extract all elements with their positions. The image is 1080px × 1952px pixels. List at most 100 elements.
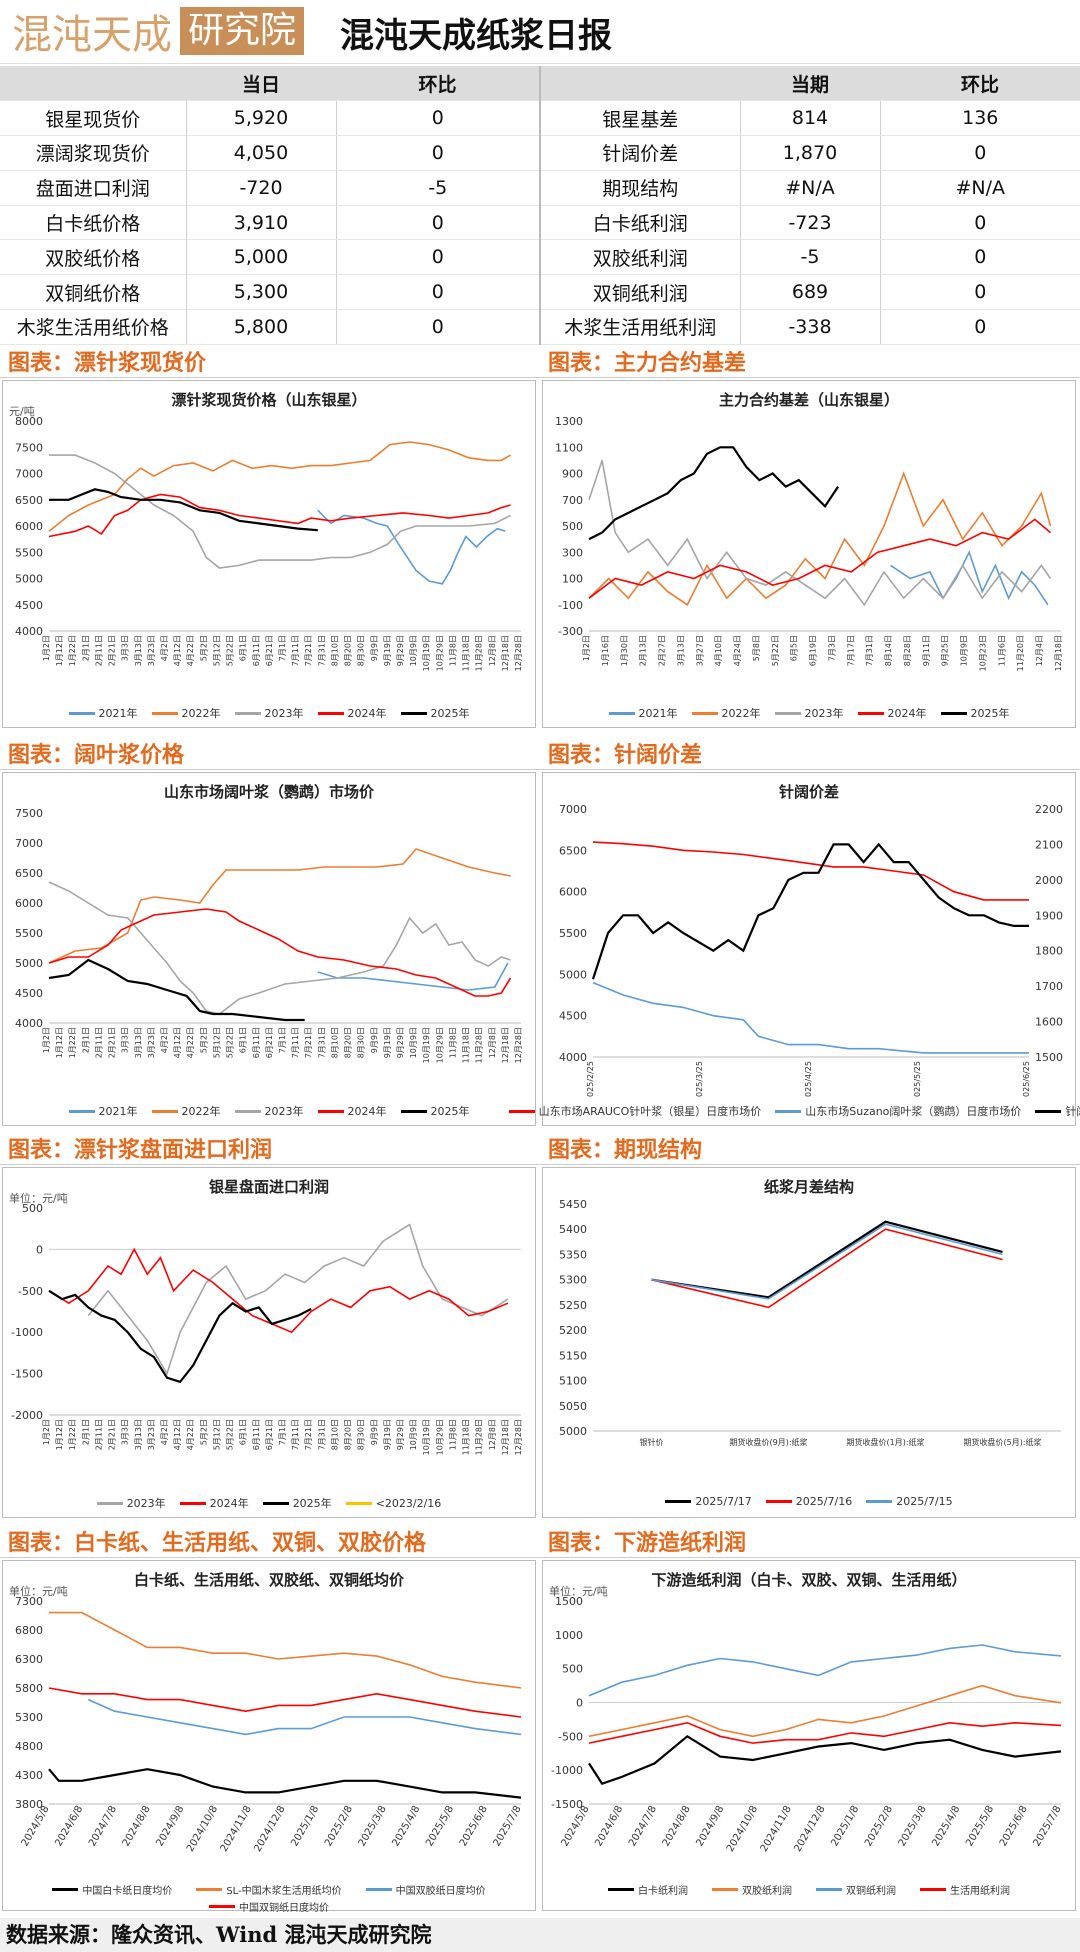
legend-swatch [608,711,635,715]
x-tick-label: 3月3日 [121,1027,130,1053]
x-tick-label: 3月13日 [134,635,143,666]
y-tick-label: -500 [558,1730,583,1743]
y-tick-label: 4000 [559,1051,587,1064]
row-label: 漂阔浆现货价 [0,135,187,171]
x-tick-label: 9月19日 [383,635,392,666]
footer-source: 数据来源：隆众资讯、Wind 混沌天成研究院 [0,1918,1080,1952]
x-tick-label: 7月17日 [846,635,855,666]
legend-swatch [508,1109,535,1113]
x-tick-label: 11月18日 [462,1027,471,1063]
y-tick-label: 7500 [15,807,43,820]
chart-title: 漂针浆现货价格（山东银星） [171,391,367,409]
row-label: 期现结构 [540,170,741,206]
y-tick-label: 6000 [15,897,43,910]
y-tick-label: 6500 [15,867,43,880]
x-tick-label: 10月9日 [409,1419,418,1450]
x-tick-label: 1月2日 [42,1419,51,1445]
series-line [588,1734,1062,1786]
x-tick-label: 2025/1/8 [289,1804,321,1848]
x-tick-label: 9月29日 [396,1027,405,1058]
x-tick-label: 9月29日 [396,1419,405,1450]
legend-label: 2022年 [181,1105,221,1118]
legend-label: 2024年 [887,707,927,720]
legend: 2021年 2022年 2023年 2024年 2025年 [543,705,1075,721]
x-tick-label: 6月21日 [265,1027,274,1058]
x-tick-label: 7月21日 [304,635,313,666]
legend-swatch [234,711,261,715]
x-tick-label: 1月2日 [42,635,51,661]
x-tick-label: 6月21日 [265,1419,274,1450]
header-left-change: 环比 [336,66,541,102]
x-tick-label: 2月21日 [108,1419,117,1450]
y-tick-label: 5350 [559,1248,587,1261]
legend-swatch [712,1888,738,1891]
summary-table: 当日 环比 当期 环比 银星现货价 5,920 0 银星基差 814 136 漂阔浆现货价 4… [0,66,1080,345]
chart-title: 白卡纸、生活用纸、双胶纸、双铜纸均价 [133,1571,404,1589]
x-tick-label: 6月1日 [239,635,248,661]
series-line [49,454,511,569]
legend-item: 生活用纸利润 [920,1882,1010,1897]
x-tick-label: 7月1日 [278,635,287,661]
x-tick-label: 3月27日 [695,635,704,666]
legend-swatch [317,711,344,715]
unit-label: 元/吨 [9,405,35,418]
series-line [87,1223,509,1376]
chart-svg: 5000 5050 5100 5150 5200 5250 5300 5350 5400 5450… [559,1198,1061,1447]
x-tick-label: 3月3日 [121,1419,130,1445]
legend-label: SL-中国木浆生活用纸均价 [226,1886,342,1897]
y-tick-label: 1300 [555,415,583,428]
row-change: 0 [880,239,1080,276]
chart-title: 山东市场阔叶浆（鹦鹉）市场价 [163,783,374,801]
legend-label: 2024年 [347,707,387,720]
legend-swatch [234,1109,261,1113]
legend-item: 2025年 [400,705,470,721]
table-row: 盘面进口利润 -720 -5 期现结构 #N/A #N/A [0,170,1080,206]
x-tick-label: 10月9日 [409,635,418,666]
x-tick-label: 10月29日 [435,635,444,671]
series-line [588,1644,1062,1697]
y-tick-label: 6500 [15,494,43,507]
legend-label: 2021年 [638,707,678,720]
y-tick-label: -1000 [11,1326,43,1339]
row-value: 689 [740,274,881,311]
legend-item: 2024年 [317,1103,387,1119]
legend-label: 2025年 [970,707,1010,720]
legend-item: 2021年 [608,705,678,721]
row-change: 0 [336,205,541,241]
x-tick-label: 3月23日 [147,635,156,666]
x-tick-label: 1月22日 [68,1027,77,1058]
series-line [588,446,840,541]
x-tick-label: 2025/4/8 [390,1804,422,1848]
table-row: 木浆生活用纸价格 5,800 0 木浆生活用纸利润 -338 0 [0,309,1080,345]
legend-label: 2023年 [804,707,844,720]
x-tick-label: 11月6日 [997,635,1006,666]
x-tick-label: 12月8日 [488,1027,497,1058]
legend-swatch [775,1109,802,1113]
series-line [588,1721,1062,1744]
x-tick-label: 2025/2/25 [586,1061,595,1097]
x-tick-label: 1月12日 [55,1027,64,1058]
chart-frame: 纸浆月差结构 5000 5050 5100 5150 5200 5250 5300 5350 54… [542,1167,1076,1518]
y-tick-label: 100 [562,573,583,586]
legend-swatch [940,711,967,715]
legend-swatch [151,711,178,715]
x-tick-label: 5月8日 [752,635,761,661]
x-tick-label: 6月11日 [252,1419,261,1450]
panel-title: 图表：针阔价差 [540,740,1080,770]
x-tick-label: 3月23日 [147,1027,156,1058]
row-value: 814 [740,100,881,137]
x-tick-label: 2月11日 [94,635,103,666]
y-tick-label: 4800 [15,1740,43,1753]
y-tick-label: -300 [558,625,583,638]
series-line [48,958,305,1022]
x-tick-label: 11月8日 [448,1419,457,1450]
y-tick-label: 1100 [555,441,583,454]
header-right-change: 环比 [880,66,1080,102]
y-tick-label: 4300 [15,1769,43,1782]
y-tick-label: -500 [18,1285,43,1298]
legend-item: 2023年 [774,705,844,721]
x-tick-label: 4月12日 [173,635,182,666]
legend-item: 白卡纸利润 [608,1882,688,1897]
table-row: 白卡纸价格 3,910 0 白卡纸利润 -723 0 [0,205,1080,241]
row-value: 5,000 [186,239,337,276]
